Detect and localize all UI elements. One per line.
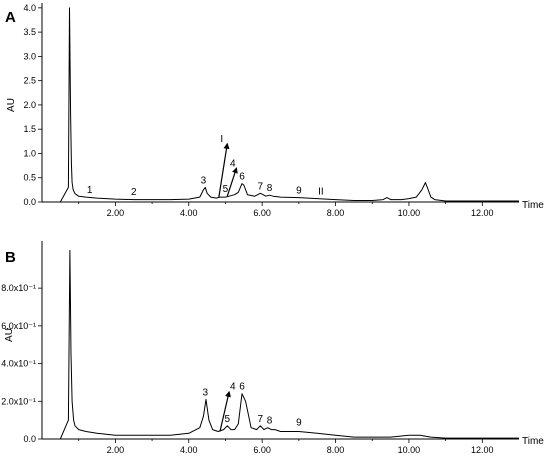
y-tick-label-a: 0.5 — [23, 173, 36, 183]
y-tick-label-a: 0.0 — [23, 197, 36, 207]
peak-label-a: 3 — [201, 175, 207, 186]
y-tick-label-a: 1.5 — [23, 124, 36, 134]
y-tick-label-a: 3.0 — [23, 51, 36, 61]
peak-label-a: 5 — [223, 184, 229, 195]
ticks-b: 2.00 4.00 6.00 8.00 10.00 12.00 0.0 2.0x10⁻¹ 4.0… — [1, 283, 493, 455]
x-axis-label-a: Time — [522, 200, 544, 211]
x-tick-label-a: 2.00 — [107, 208, 125, 218]
x-tick-label-a: 4.00 — [180, 208, 198, 218]
peak-label-b: 7 — [258, 414, 264, 425]
x-tick-label-a: 8.00 — [327, 208, 345, 218]
y-tick-label-a: 2.5 — [23, 76, 36, 86]
x-tick-label-b: 2.00 — [107, 445, 125, 455]
chromatogram-trace-a — [42, 7, 519, 203]
peak-label-a: 2 — [131, 187, 137, 198]
y-axis-label-b: AU — [4, 328, 15, 342]
x-tick-label-b: 6.00 — [253, 445, 271, 455]
peak-label-a: 4 — [230, 158, 236, 169]
peak-label-a: 7 — [258, 181, 264, 192]
y-tick-label-a: 2.0 — [23, 100, 36, 110]
x-tick-label-b: 12.00 — [471, 445, 494, 455]
x-tick-label-b: 8.00 — [327, 445, 345, 455]
peak-label-b: 9 — [296, 418, 302, 429]
x-tick-label-b: 10.00 — [398, 445, 421, 455]
peak-label-b: 4 — [230, 382, 236, 393]
peak-label-b: 8 — [267, 416, 273, 427]
peak-label-b: 6 — [239, 382, 245, 393]
peak-labels-a: 1 2 3 I 4 56 7 8 9 II — [87, 134, 324, 198]
chromatogram-trace-b — [42, 249, 519, 440]
y-tick-label-b: 4.0x10⁻¹ — [1, 359, 36, 369]
peak-label-a: 8 — [267, 183, 273, 194]
y-tick-label-a: 4.0 — [23, 3, 36, 13]
x-tick-label-a: 12.00 — [471, 208, 494, 218]
panel-b: B AU Time 2.00 4.00 6.00 8.00 10.00 12.000.02… — [1, 241, 544, 455]
peak-label-a: 6 — [239, 172, 245, 183]
y-tick-label-b: 8.0x10⁻¹ — [1, 283, 36, 293]
annotation-arrow-a — [226, 167, 238, 197]
peak-label-a: I — [220, 134, 223, 145]
y-tick-label-b: 2.0x10⁻¹ — [1, 396, 36, 406]
peak-label-a: 9 — [296, 186, 302, 197]
x-tick-label-a: 10.00 — [398, 208, 421, 218]
peak-label-b: 5 — [225, 414, 231, 425]
y-axis-label-a: AU — [6, 98, 17, 112]
panel-a: A AU Time 2.00 4.00 6.00 8.00 10.00 12.00 0.0 0… — [5, 3, 544, 218]
ticks-a: 2.00 4.00 6.00 8.00 10.00 12.00 0.0 0.5 1.0 1.5 2.… — [23, 3, 493, 218]
x-tick-label-a: 6.00 — [253, 208, 271, 218]
y-tick-label-b: 0.0 — [23, 434, 36, 444]
y-tick-label-a: 1.0 — [23, 148, 36, 158]
x-tick-label-b: 4.00 — [180, 445, 198, 455]
peak-label-a: 1 — [87, 185, 93, 196]
peak-label-b: 3 — [202, 387, 208, 398]
annotation-arrow-b — [219, 390, 231, 432]
y-tick-label-a: 3.5 — [23, 27, 36, 37]
panel-letter-a: A — [5, 9, 16, 26]
peak-labels-b: 3 4 5 6 7 8 9 — [202, 382, 302, 432]
annotation-arrow-a — [218, 142, 230, 198]
peak-label-a: II — [318, 187, 324, 198]
y-tick-label-b: 6.0x10⁻¹ — [1, 321, 36, 331]
x-axis-label-b: Time — [522, 436, 544, 447]
panel-letter-b: B — [5, 249, 16, 266]
